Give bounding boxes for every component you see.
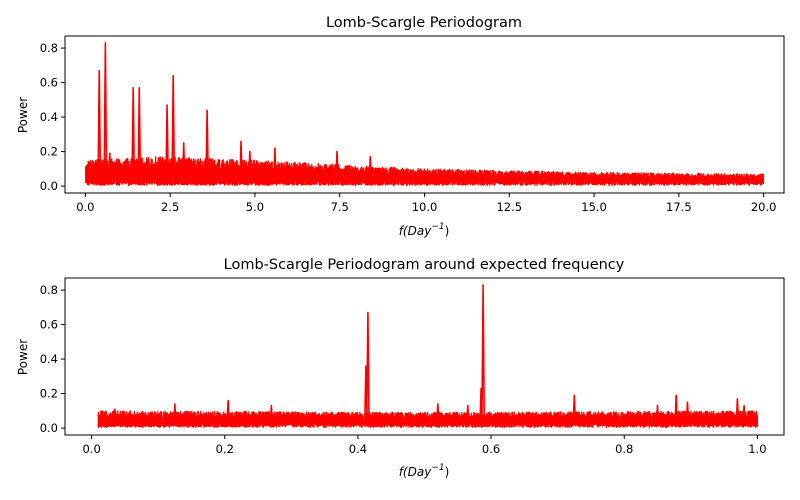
top-x-axis-label-exponent: −1 [431, 222, 444, 232]
top-x-axis-label-main: f(Day [399, 224, 433, 238]
top-y-axis-label: Power [16, 97, 30, 133]
bottom-peak-7 [465, 404, 470, 427]
top-peak-13 [368, 155, 373, 185]
top-y-tick-label: 0.8 [40, 41, 58, 55]
top-peak-12 [335, 150, 339, 185]
top-x-tick-label: 2.5 [161, 200, 179, 214]
top-x-tick-label: 15.0 [581, 200, 607, 214]
top-periodogram-axes: Lomb-Scargle Periodogram Power f(Day−1) … [16, 15, 785, 238]
bottom-peak-12 [674, 394, 679, 427]
top-peak-9 [239, 140, 244, 185]
bottom-x-axis-label-close: ) [445, 465, 450, 479]
bottom-peak-10 [572, 394, 577, 427]
bottom-peak-5 [365, 311, 370, 427]
bottom-y-tick-label: 0.4 [40, 352, 58, 366]
top-x-tick-label: 5.0 [246, 200, 264, 214]
bottom-y-tick-label: 0.2 [40, 387, 58, 401]
bottom-peak-13 [685, 401, 690, 427]
bottom-x-tick-label: 0.4 [349, 442, 367, 456]
bottom-x-tick-label: 0.6 [482, 442, 500, 456]
bottom-y-tick-label: 0.8 [40, 283, 58, 297]
top-y-tick-label: 0.0 [40, 179, 58, 193]
top-x-tick-label: 10.0 [412, 200, 438, 214]
bottom-peak-11 [655, 404, 660, 427]
top-y-tick-label: 0.2 [40, 145, 58, 159]
bottom-peak-0 [112, 408, 117, 427]
bottom-peak-15 [742, 404, 747, 427]
top-x-axis-label: f(Day−1) [399, 222, 450, 238]
top-y-tick-label: 0.6 [40, 76, 58, 90]
top-peak-11 [272, 147, 277, 185]
bottom-peak-6 [435, 403, 440, 427]
top-peak-7 [181, 142, 186, 185]
bottom-x-axis-label-exponent: −1 [431, 463, 444, 473]
top-x-tick-label: 7.5 [331, 200, 349, 214]
bottom-y-tick-label: 0.0 [40, 421, 58, 435]
top-x-tick-label: 17.5 [666, 200, 692, 214]
bottom-periodogram-axes: Lomb-Scargle Periodogram around expected… [16, 257, 785, 479]
top-peak-4 [137, 86, 142, 185]
top-x-tick-label: 0.0 [76, 200, 94, 214]
bottom-power-series-line [97, 410, 759, 428]
bottom-y-axis-label: Power [16, 339, 30, 375]
bottom-x-tick-label: 1.0 [748, 442, 766, 456]
bottom-x-tick-label: 0.8 [615, 442, 633, 456]
top-peak-1 [103, 42, 108, 185]
top-x-axis-label-close: ) [445, 224, 450, 238]
bottom-peak-2 [226, 399, 231, 427]
bottom-x-axis-label: f(Day−1) [399, 463, 450, 479]
top-peak-5 [165, 104, 170, 185]
top-peak-6 [171, 74, 176, 185]
top-peak-0 [97, 69, 102, 185]
top-peak-10 [247, 150, 252, 185]
top-peak-2 [107, 152, 112, 185]
top-peak-8 [205, 109, 210, 185]
bottom-y-tick-label: 0.6 [40, 318, 58, 332]
top-peak-3 [131, 86, 136, 185]
top-chart-title: Lomb-Scargle Periodogram [326, 15, 522, 31]
bottom-peak-9 [481, 284, 486, 427]
bottom-axes-frame [64, 277, 785, 436]
top-power-series-line [85, 156, 765, 186]
bottom-chart-title: Lomb-Scargle Periodogram around expected… [224, 257, 625, 273]
bottom-peak-14 [735, 397, 740, 427]
bottom-x-axis-label-main: f(Day [399, 465, 433, 479]
bottom-x-tick-label: 0.0 [82, 442, 100, 456]
top-x-tick-label: 12.5 [496, 200, 522, 214]
top-x-tick-label: 20.0 [751, 200, 777, 214]
bottom-x-tick-label: 0.2 [216, 442, 234, 456]
bottom-peak-1 [172, 403, 177, 427]
bottom-peak-3 [269, 404, 274, 427]
top-y-tick-label: 0.4 [40, 110, 58, 124]
